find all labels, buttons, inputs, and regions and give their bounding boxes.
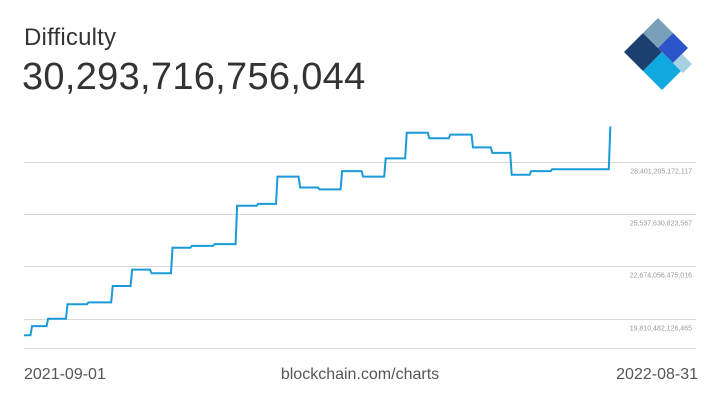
chart-title: Difficulty	[24, 24, 117, 51]
x-axis-end-date: 2022-08-31	[616, 366, 698, 383]
x-axis-start-date: 2021-09-01	[24, 366, 106, 383]
y-tick-label: 25,537,630,823,567	[630, 221, 692, 228]
logo-light-facet	[673, 54, 692, 73]
source-link[interactable]: blockchain.com/charts	[280, 366, 440, 383]
y-tick-label: 22,674,056,475,016	[630, 273, 692, 280]
blockchain-logo-icon	[624, 18, 692, 90]
logo-cyan-facet	[643, 52, 681, 90]
difficulty-series-line	[24, 126, 612, 337]
y-tick-label: 28,401,205,172,117	[630, 169, 692, 176]
current-difficulty-value: 30,293,716,756,044	[22, 56, 366, 98]
gridlines	[24, 162, 696, 349]
y-tick-label: 19,810,482,126,465	[630, 326, 692, 333]
y-tick-labels: 28,401,205,172,117 25,537,630,823,567 22,6…	[630, 169, 692, 333]
